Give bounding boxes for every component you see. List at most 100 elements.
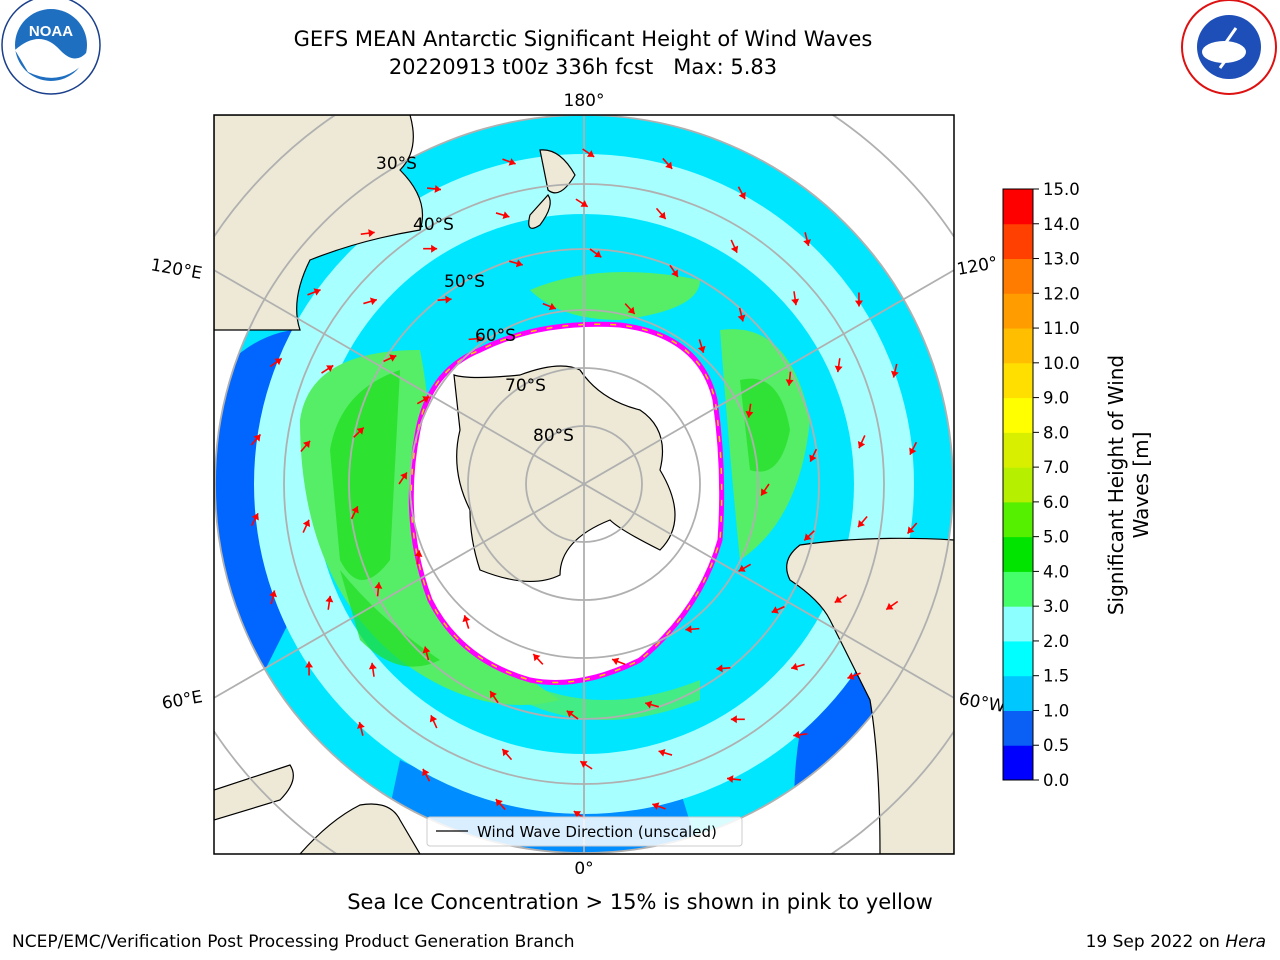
footer-date-text: 19 Sep 2022 on — [1085, 932, 1226, 952]
wave-arrow-head — [357, 722, 365, 729]
wave-arrow-head — [738, 564, 746, 572]
wave-arrow-head — [566, 710, 574, 718]
wave-arrow-head — [809, 454, 817, 462]
wave-arrow-head — [431, 244, 438, 253]
wave-arrow-head — [305, 661, 314, 668]
graticule — [214, 115, 954, 854]
lon-label-0: 0° — [574, 859, 593, 879]
colorbar-tick-label: 2.0 — [1043, 632, 1069, 651]
map-area: 30°S 40°S 50°S 60°S 70°S 80°S Wind Wave … — [214, 115, 954, 854]
wave-arrow-head — [429, 715, 438, 723]
colorbar-tick-label: 14.0 — [1043, 215, 1080, 234]
colorbar-segment — [1003, 397, 1033, 433]
wave-arrow-head — [400, 472, 407, 480]
wave-arrow-head — [508, 158, 516, 166]
wave-arrow-head — [594, 250, 602, 258]
wave-arrow-head — [803, 239, 811, 246]
colorbar-segment — [1003, 293, 1033, 329]
colorbar-segment — [1003, 501, 1033, 538]
wave-arrow-head — [253, 434, 261, 442]
wave-arrow-head — [785, 379, 794, 386]
wave-arrow-head — [847, 672, 855, 680]
wave-arrow-head — [716, 664, 723, 673]
lat-label-80s: 80°S — [533, 426, 574, 446]
chart-subtitle: 20220913 t00z 336h fcst Max: 5.83 — [388, 55, 778, 79]
wave-arrow-head — [515, 259, 523, 268]
colorbar-segment — [1003, 189, 1033, 225]
colorbar-segment — [1003, 536, 1033, 572]
lon-label-180: 180° — [564, 91, 605, 111]
footer-machine: Hera — [1225, 932, 1266, 952]
wave-arrow-head — [665, 161, 673, 169]
wave-arrow-head — [652, 802, 660, 810]
wave-arrow-head — [368, 662, 377, 670]
wave-arrow-head — [414, 550, 423, 557]
wave-arrow-head — [857, 441, 866, 449]
wave-arrow-head — [422, 768, 430, 777]
legend-text: Wind Wave Direction (unscaled) — [477, 823, 717, 841]
colorbar-tick-label: 0.5 — [1043, 736, 1069, 755]
colorbar-label-line1: Significant Height of Wind — [1104, 355, 1128, 615]
wave-arrow-head — [351, 506, 359, 514]
colorbar-segment — [1003, 467, 1033, 503]
colorbar-segment — [1003, 745, 1033, 781]
wave-arrow-head — [854, 300, 863, 307]
colorbar-tick-label: 4.0 — [1043, 562, 1069, 581]
wave-arrow-head — [422, 646, 431, 654]
wave-arrow-head — [269, 590, 278, 598]
lon-label-120w: 120° — [955, 253, 999, 280]
footer-branch: NCEP/EMC/Verification Post Processing Pr… — [12, 932, 575, 952]
chart-title: GEFS MEAN Antarctic Significant Height o… — [293, 27, 873, 51]
wave-arrow-head — [573, 811, 582, 818]
wave-arrow-head — [685, 625, 692, 634]
colorbar-segment — [1003, 571, 1033, 607]
nws-logo — [1181, 0, 1277, 95]
wave-arrow-head — [302, 519, 311, 527]
colorbar-tick-label: 15.0 — [1043, 180, 1080, 199]
colorbar-tick-label: 1.0 — [1043, 701, 1069, 720]
wave-arrow-head — [890, 370, 899, 378]
colorbar-tick-label: 12.0 — [1043, 284, 1080, 303]
lat-label-40s: 40°S — [413, 215, 454, 235]
colorbar-segment — [1003, 362, 1033, 399]
wave-arrow-head — [325, 595, 334, 603]
wave-arrow-head — [374, 582, 383, 589]
wave-arrow-head — [804, 533, 812, 541]
wave-arrow-head — [612, 657, 620, 666]
wave-arrow-head — [586, 150, 595, 157]
wave-arrow-head — [730, 715, 737, 724]
lon-label-120e: 120°E — [149, 255, 203, 284]
wave-arrow-head — [502, 749, 510, 757]
wave-arrow-head — [834, 365, 843, 373]
noaa-logo-text: NOAA — [29, 23, 73, 40]
colorbar-tick-label: 8.0 — [1043, 423, 1069, 442]
wave-arrow-head — [727, 775, 734, 784]
wave-arrow-head — [761, 488, 768, 496]
colorbar-tick-label: 3.0 — [1043, 597, 1069, 616]
wave-arrow-head — [548, 302, 556, 311]
wave-arrow-head — [738, 191, 746, 200]
wave-arrow-head — [502, 211, 510, 220]
wave-arrow-head — [434, 184, 441, 193]
sea-ice-caption: Sea Ice Concentration > 15% is shown in … — [347, 890, 933, 914]
colorbar-tick-label: 13.0 — [1043, 250, 1080, 269]
wave-arrow-head — [490, 691, 497, 699]
wave-arrow-head — [834, 595, 842, 603]
wave-arrow-head — [907, 526, 915, 534]
noaa-logo: NOAA — [1, 0, 101, 95]
lat-label-60s: 60°S — [475, 326, 516, 346]
footer-date: 19 Sep 2022 on Hera — [1086, 932, 1266, 952]
wave-arrow-head — [658, 211, 666, 219]
wave-arrow-head — [645, 700, 653, 709]
wave-arrow-head — [697, 345, 706, 353]
lat-label-30s: 30°S — [376, 154, 417, 174]
lon-label-60w: 60°W — [957, 689, 1007, 717]
colorbar: 0.0 0.5 1.0 1.5 2.0 3.0 4.0 5.0 6.0 7.0 8.0 9.0 10.0… — [1002, 180, 1080, 790]
colorbar-segment — [1003, 710, 1033, 746]
colorbar-frame — [1002, 188, 1034, 781]
map-frame — [213, 114, 955, 855]
colorbar-tick-label: 9.0 — [1043, 389, 1069, 408]
wave-arrow-head — [745, 411, 754, 418]
colorbar-tick-label: 7.0 — [1043, 458, 1069, 477]
colorbar-tick-label: 5.0 — [1043, 528, 1069, 547]
